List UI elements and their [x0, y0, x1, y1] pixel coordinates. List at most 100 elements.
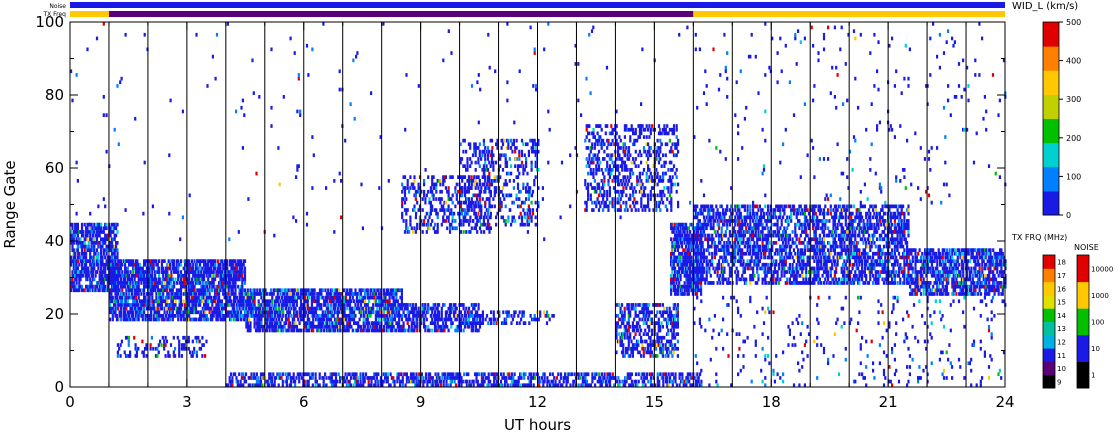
- echo-cell: [504, 379, 507, 384]
- echo-cell: [618, 208, 621, 212]
- echo-cell: [211, 273, 214, 278]
- echo-cell: [593, 179, 596, 183]
- echo-cell: [209, 259, 213, 263]
- echo-cell: [118, 288, 121, 293]
- echo-cell: [418, 328, 422, 333]
- echo-cell: [182, 277, 185, 282]
- echo-cell: [132, 303, 135, 307]
- echo-cell: [330, 383, 333, 388]
- echo-cell: [208, 306, 211, 311]
- echo-cell: [366, 328, 369, 333]
- echo-cell: [235, 270, 238, 274]
- echo-cell: [610, 124, 613, 128]
- echo-cell: [526, 171, 529, 176]
- echo-cell: [271, 324, 274, 329]
- echo-cell: [617, 383, 620, 388]
- echo-cell: [447, 189, 450, 194]
- echo-cell: [482, 376, 485, 380]
- echo-cell: [220, 273, 223, 278]
- echo-cell: [484, 179, 487, 183]
- echo-cell: [500, 146, 503, 150]
- echo-cell: [194, 262, 198, 267]
- echo-cell: [315, 379, 318, 384]
- echo-cell: [155, 277, 158, 282]
- echo-cell: [86, 233, 89, 238]
- echo-cell: [256, 288, 259, 293]
- echo-cell: [611, 376, 614, 380]
- echo-cell: [132, 299, 135, 304]
- echo-cell: [398, 303, 401, 307]
- echo-cell: [164, 354, 167, 358]
- echo-cell: [452, 376, 455, 380]
- echo-cell: [417, 310, 420, 315]
- echo-cell: [114, 273, 117, 278]
- echo-cell: [163, 284, 166, 289]
- echo-cell: [359, 383, 362, 388]
- echo-cell: [293, 295, 296, 300]
- echo-cell: [233, 299, 236, 304]
- echo-cell: [423, 310, 426, 315]
- echo-cell: [133, 306, 136, 311]
- echo-cell: [328, 324, 331, 329]
- echo-cell: [79, 284, 82, 289]
- echo-cell: [207, 277, 210, 282]
- echo-cell: [596, 138, 599, 143]
- echo-cell: [523, 383, 526, 388]
- echo-cell: [442, 303, 445, 307]
- echo-cell: [257, 379, 260, 384]
- echo-cell: [148, 277, 151, 282]
- echo-cell: [177, 317, 180, 322]
- echo-cell: [469, 146, 472, 150]
- echo-cell: [696, 376, 699, 380]
- echo-cell: [690, 383, 693, 388]
- echo-cell: [205, 299, 208, 304]
- echo-cell: [89, 266, 92, 271]
- echo-cell: [401, 376, 404, 380]
- echo-cell: [115, 226, 118, 231]
- echo-cell: [596, 197, 599, 201]
- echo-cell: [543, 379, 546, 384]
- echo-cell: [622, 160, 625, 165]
- echo-cell: [477, 211, 480, 216]
- echo-cell: [429, 376, 432, 380]
- echo-cell: [286, 317, 289, 322]
- echo-cell: [95, 237, 99, 242]
- echo-cell: [200, 288, 203, 293]
- echo-region-main-band-a: [109, 259, 247, 322]
- echo-cell: [355, 328, 358, 333]
- echo-cell: [223, 317, 226, 322]
- echo-cell: [118, 259, 121, 263]
- echo-cell: [155, 270, 158, 274]
- echo-cell: [229, 273, 232, 278]
- echo-cell: [384, 376, 387, 380]
- echo-cell: [155, 317, 158, 322]
- echo-cell: [110, 270, 113, 274]
- echo-cell: [385, 328, 388, 333]
- echo-cell: [137, 281, 140, 285]
- echo-cell: [348, 299, 352, 304]
- echo-cell: [362, 324, 365, 329]
- echo-cell: [486, 383, 489, 388]
- echo-cell: [398, 328, 401, 333]
- echo-cell: [260, 317, 263, 322]
- echo-cell: [219, 270, 222, 274]
- echo-cell: [100, 281, 103, 285]
- echo-cell: [268, 310, 271, 315]
- echo-cell: [351, 310, 354, 315]
- echo-cell: [388, 383, 391, 388]
- echo-cell: [403, 314, 407, 318]
- echo-cell: [223, 306, 226, 311]
- echo-cell: [97, 288, 100, 293]
- echo-cell: [479, 317, 482, 322]
- echo-cell: [625, 204, 628, 209]
- echo-cell: [626, 149, 629, 154]
- echo-cell: [207, 281, 210, 285]
- echo-cell: [284, 314, 288, 318]
- echo-cell: [126, 299, 129, 304]
- echo-cell: [448, 317, 452, 322]
- echo-cell: [630, 124, 633, 128]
- echo-cell: [145, 292, 148, 296]
- echo-cell: [603, 204, 606, 209]
- echo-cell: [194, 277, 198, 282]
- echo-cell: [149, 310, 153, 315]
